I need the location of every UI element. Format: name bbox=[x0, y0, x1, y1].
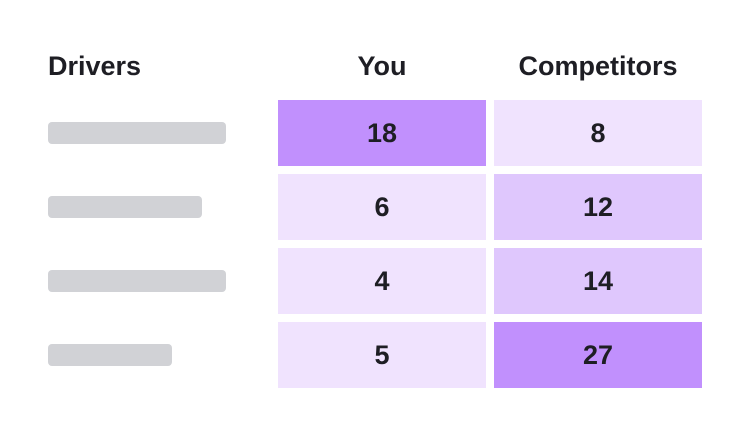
driver-placeholder bbox=[48, 196, 202, 218]
you-cell: 6 bbox=[278, 174, 486, 240]
competitors-header: Competitors bbox=[518, 51, 678, 81]
driver-placeholder bbox=[48, 344, 172, 366]
driver-placeholder bbox=[48, 122, 226, 144]
competitors-cell: 14 bbox=[494, 248, 702, 314]
you-header: You bbox=[357, 51, 407, 81]
competitors-cell: 27 bbox=[494, 322, 702, 388]
you-cell: 18 bbox=[278, 100, 486, 166]
drivers-header: Drivers bbox=[48, 51, 142, 81]
you-cell: 4 bbox=[278, 248, 486, 314]
competitors-cell: 8 bbox=[494, 100, 702, 166]
driver-placeholder bbox=[48, 270, 226, 292]
you-cell: 5 bbox=[278, 322, 486, 388]
competitors-cell: 12 bbox=[494, 174, 702, 240]
